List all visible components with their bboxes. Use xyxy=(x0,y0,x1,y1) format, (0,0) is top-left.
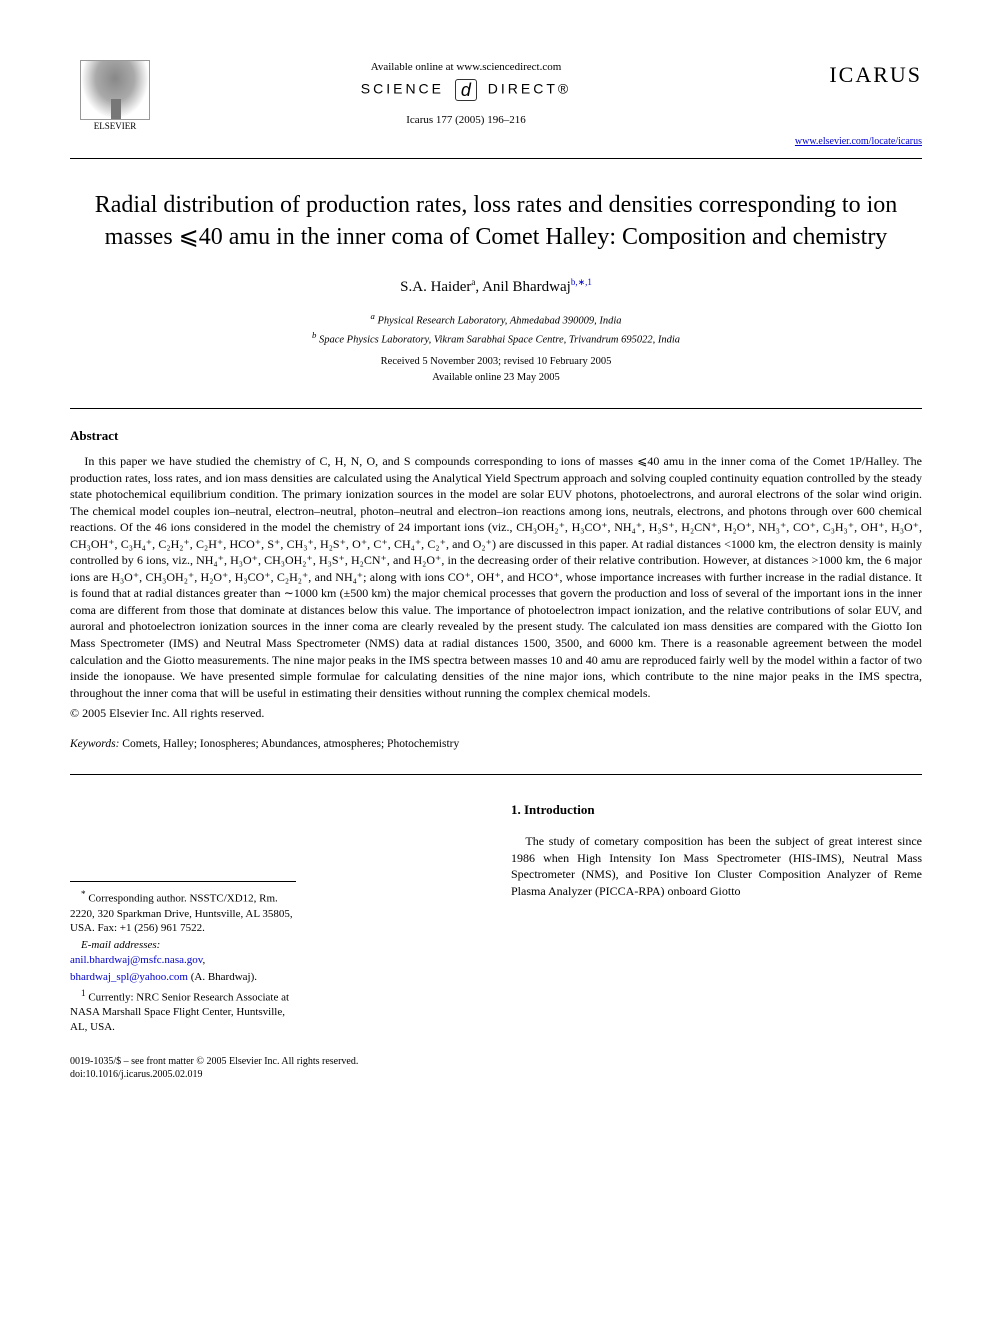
email-link-2[interactable]: bhardwaj_spl@yahoo.com xyxy=(70,971,188,983)
email-label: E-mail addresses: xyxy=(81,939,160,951)
affiliation-b-text: Space Physics Laboratory, Vikram Sarabha… xyxy=(319,335,680,346)
citation-line: Icarus 177 (2005) 196–216 xyxy=(180,113,752,128)
authors-line: S.A. Haidera, Anil Bhardwajb,∗,1 xyxy=(70,276,922,298)
abstract-heading: Abstract xyxy=(70,427,922,445)
keywords-label: Keywords: xyxy=(70,738,119,750)
article-title: Radial distribution of production rates,… xyxy=(70,189,922,254)
corresponding-text: Corresponding author. NSSTC/XD12, Rm. 22… xyxy=(70,893,293,935)
journal-box: ICARUS www.elsevier.com/locate/icarus xyxy=(772,60,922,149)
sd-left: SCIENCE xyxy=(361,81,444,97)
email-link-1[interactable]: anil.bhardwaj@msfc.nasa.gov xyxy=(70,954,203,966)
author-2-sup: b,∗,1 xyxy=(571,277,592,287)
journal-name: ICARUS xyxy=(772,60,922,91)
affiliations: a Physical Research Laboratory, Ahmedaba… xyxy=(70,310,922,349)
affiliation-a-text: Physical Research Laboratory, Ahmedabad … xyxy=(377,315,621,326)
author-1-sup: a xyxy=(471,277,475,287)
corresponding-author-note: * Corresponding author. NSSTC/XD12, Rm. … xyxy=(70,888,296,936)
sd-right: DIRECT® xyxy=(488,81,571,97)
dates-block: Received 5 November 2003; revised 10 Feb… xyxy=(70,354,922,386)
keywords-text: Comets, Halley; Ionospheres; Abundances,… xyxy=(122,738,459,750)
page-header: ELSEVIER Available online at www.science… xyxy=(70,60,922,150)
author-2: Anil Bhardwaj xyxy=(482,279,571,295)
intro-text: The study of cometary composition has be… xyxy=(511,833,922,899)
header-center: Available online at www.sciencedirect.co… xyxy=(160,60,772,129)
right-column: 1. Introduction The study of cometary co… xyxy=(511,801,922,1037)
email-author: (A. Bhardwaj). xyxy=(191,971,257,983)
footnote-1-text: Currently: NRC Senior Research Associate… xyxy=(70,991,289,1033)
affiliation-a: a Physical Research Laboratory, Ahmedaba… xyxy=(70,310,922,329)
affiliation-b: b Space Physics Laboratory, Vikram Sarab… xyxy=(70,329,922,348)
sd-icon xyxy=(455,79,477,101)
left-column: * Corresponding author. NSSTC/XD12, Rm. … xyxy=(70,801,481,1037)
two-column-area: * Corresponding author. NSSTC/XD12, Rm. … xyxy=(70,801,922,1037)
online-date: Available online 23 May 2005 xyxy=(70,370,922,386)
bottom-info: 0019-1035/$ – see front matter © 2005 El… xyxy=(70,1055,922,1081)
abstract-bottom-rule xyxy=(70,774,922,775)
publisher-name: ELSEVIER xyxy=(94,120,137,133)
available-online-text: Available online at www.sciencedirect.co… xyxy=(180,60,752,75)
keywords-line: Keywords: Comets, Halley; Ionospheres; A… xyxy=(70,736,922,752)
elsevier-logo: ELSEVIER xyxy=(70,60,160,150)
elsevier-tree-icon xyxy=(80,60,150,120)
copyright-line: © 2005 Elsevier Inc. All rights reserved… xyxy=(70,705,922,722)
email-line-2: bhardwaj_spl@yahoo.com (A. Bhardwaj). xyxy=(70,970,296,985)
issn-line: 0019-1035/$ – see front matter © 2005 El… xyxy=(70,1055,922,1068)
footnote-1: 1 Currently: NRC Senior Research Associa… xyxy=(70,987,296,1035)
email-line: E-mail addresses: anil.bhardwaj@msfc.nas… xyxy=(70,938,296,968)
doi-line: doi:10.1016/j.icarus.2005.02.019 xyxy=(70,1068,922,1081)
intro-heading: 1. Introduction xyxy=(511,801,922,819)
author-1: S.A. Haider xyxy=(400,279,471,295)
journal-url-link[interactable]: www.elsevier.com/locate/icarus xyxy=(795,136,922,147)
science-direct-logo: SCIENCE DIRECT® xyxy=(180,79,752,101)
header-rule xyxy=(70,158,922,159)
footnotes-block: * Corresponding author. NSSTC/XD12, Rm. … xyxy=(70,881,296,1035)
abstract-text: In this paper we have studied the chemis… xyxy=(70,453,922,701)
received-date: Received 5 November 2003; revised 10 Feb… xyxy=(70,354,922,370)
abstract-top-rule xyxy=(70,408,922,409)
